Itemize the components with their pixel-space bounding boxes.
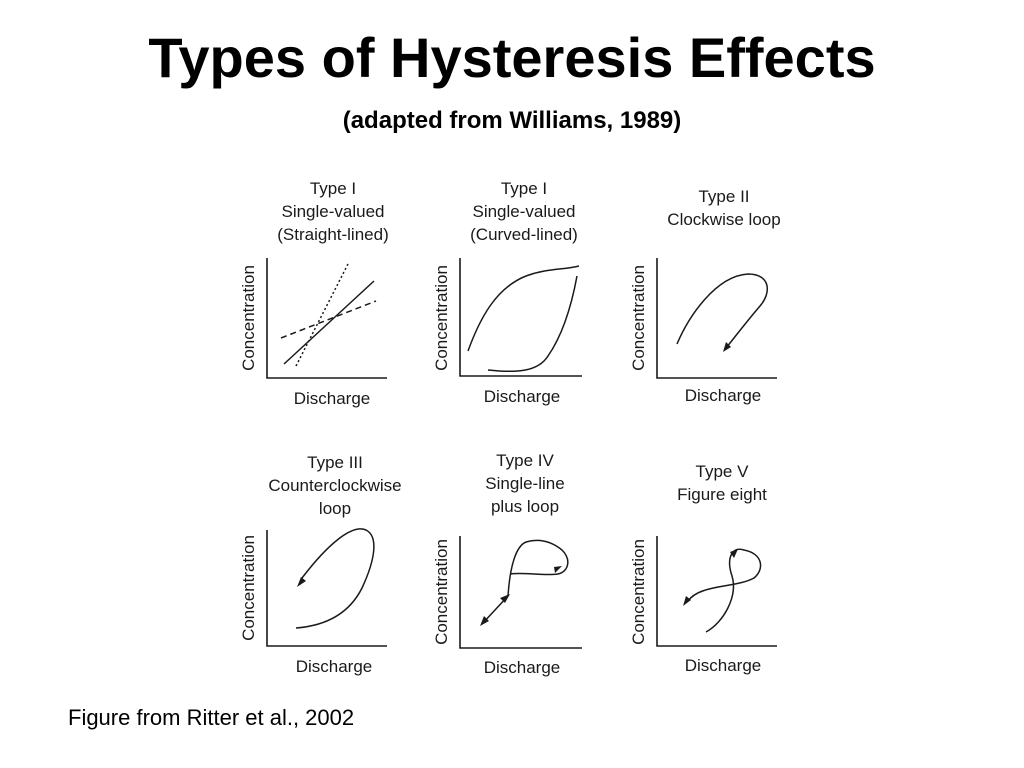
slide-subtitle: (adapted from Williams, 1989) — [342, 107, 682, 134]
panel-title-line-1: Type I — [501, 179, 547, 198]
panel-title-line-3: (Straight-lined) — [277, 225, 389, 244]
arrowhead-top — [730, 549, 738, 558]
slide-title: Types of Hysteresis Effects — [148, 26, 876, 89]
panel-title-line-2: Single-valued — [472, 202, 575, 221]
lower-curve — [487, 275, 578, 373]
panel-title-line-1: Type II — [698, 187, 749, 206]
y-axis-label: Concentration — [629, 265, 648, 371]
axes — [459, 536, 582, 649]
counterclockwise-loop — [295, 528, 375, 629]
panel-type-v: Type V Figure eight Concentration Discha… — [629, 462, 777, 675]
loop-arrowhead — [554, 566, 562, 573]
panel-title: Type V Figure eight — [677, 462, 767, 504]
panel-type-i-curved: Type I Single-valued (Curved-lined) Conc… — [432, 179, 582, 406]
panel-title-line-3: loop — [319, 499, 351, 518]
panel-type-ii: Type II Clockwise loop Concentration Dis… — [629, 187, 781, 405]
x-axis-label: Discharge — [685, 386, 762, 405]
figure-eight-curve — [687, 548, 762, 633]
panel-title-line-3: plus loop — [491, 497, 559, 516]
panel-title-line-3: (Curved-lined) — [470, 225, 578, 244]
x-axis-label: Discharge — [484, 387, 561, 406]
solid-line — [283, 280, 375, 365]
axes — [656, 536, 777, 647]
axes — [266, 258, 387, 379]
axes — [459, 258, 582, 377]
arrowhead-left — [683, 596, 691, 606]
panel-title: Type IV Single-line plus loop — [485, 451, 564, 516]
y-axis-label: Concentration — [239, 535, 258, 641]
panel-type-i-straight: Type I Single-valued (Straight-lined) Co… — [239, 179, 389, 408]
dotted-line — [295, 263, 349, 367]
loop — [507, 539, 569, 597]
x-axis-label: Discharge — [294, 389, 371, 408]
panel-title: Type I Single-valued (Curved-lined) — [470, 179, 578, 244]
loop-arrowhead — [297, 577, 306, 587]
panel-title: Type I Single-valued (Straight-lined) — [277, 179, 389, 244]
panel-type-iii: Type III Counterclockwise loop Concentra… — [239, 453, 402, 676]
y-axis-label: Concentration — [432, 539, 451, 645]
x-axis-label: Discharge — [484, 658, 561, 677]
panel-title-line-1: Type I — [310, 179, 356, 198]
clockwise-loop — [676, 273, 769, 349]
panel-title-line-2: Single-valued — [281, 202, 384, 221]
y-axis-label: Concentration — [629, 539, 648, 645]
panel-title-line-2: Single-line — [485, 474, 564, 493]
x-axis-label: Discharge — [685, 656, 762, 675]
hysteresis-figure: Type I Single-valued (Straight-lined) Co… — [230, 168, 810, 688]
loop-arrowhead — [723, 342, 731, 352]
panel-title-line-2: Clockwise loop — [667, 210, 780, 229]
dashed-line — [280, 300, 377, 339]
upper-curve — [467, 265, 580, 352]
panel-title-line-1: Type IV — [496, 451, 554, 470]
panel-title-line-1: Type III — [307, 453, 363, 472]
panel-title-line-2: Counterclockwise — [268, 476, 401, 495]
x-axis-label: Discharge — [296, 657, 373, 676]
panel-title-line-2: Figure eight — [677, 485, 767, 504]
panel-title: Type II Clockwise loop — [667, 187, 780, 229]
axes — [266, 530, 387, 647]
panel-type-iv: Type IV Single-line plus loop Concentrat… — [432, 451, 582, 677]
axes — [656, 258, 777, 379]
line-arrowhead-up — [500, 594, 510, 603]
figure-caption: Figure from Ritter et al., 2002 — [68, 705, 355, 730]
y-axis-label: Concentration — [432, 265, 451, 371]
line-arrowhead-down — [480, 616, 489, 626]
y-axis-label: Concentration — [239, 265, 258, 371]
panel-title: Type III Counterclockwise loop — [268, 453, 401, 518]
panel-title-line-1: Type V — [696, 462, 750, 481]
